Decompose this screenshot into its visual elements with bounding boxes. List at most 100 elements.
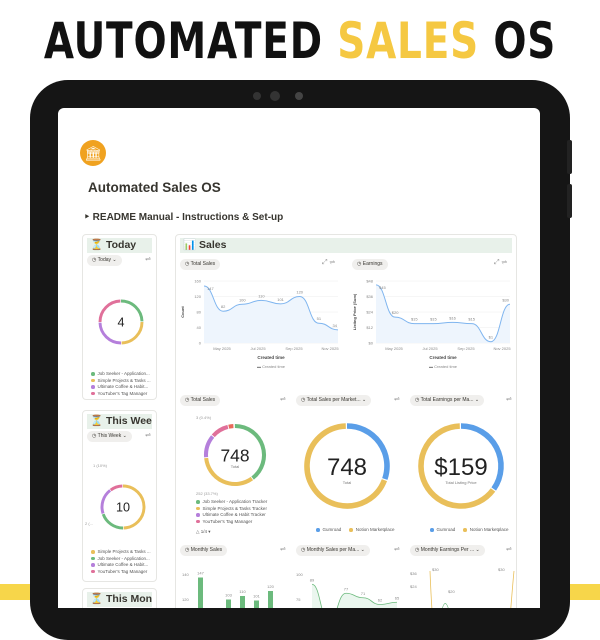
sales-per-market-view[interactable]: ◷ Total Sales per Market... ⌄ xyxy=(296,395,371,406)
series-line xyxy=(508,571,514,608)
this-week-header: ⏳ This Week xyxy=(87,414,152,429)
camera xyxy=(270,91,280,101)
total-sales-view[interactable]: ◷ Total Sales xyxy=(180,259,220,270)
data-label: 120 xyxy=(296,290,303,295)
donut-segment xyxy=(229,426,234,427)
data-label: 110 xyxy=(239,589,246,594)
data-label: 120 xyxy=(267,584,274,589)
area-fill xyxy=(204,286,338,343)
series-line xyxy=(430,571,438,608)
today-legend: Job Seeker - Application...Simple Projec… xyxy=(91,371,151,397)
this-week-filter[interactable]: ◷ This Week ⌄ xyxy=(87,431,132,442)
earnings-per-market-view[interactable]: ◷ Total Earnings per Ma... ⌄ xyxy=(410,395,484,406)
monthly-sales-view[interactable]: ◷ Monthly Sales xyxy=(180,545,227,556)
legend-item: Gumroad xyxy=(316,527,341,532)
data-label: $1 xyxy=(489,335,494,340)
monthly-earnings-chart: $24$36$30$20$30 xyxy=(408,561,516,608)
legend-item: Ultimate Coffee & Habit Tracker xyxy=(196,512,267,519)
x-tick-label: Sep 2025 xyxy=(285,346,303,351)
data-label: $20 xyxy=(392,310,399,315)
data-label: $30 xyxy=(498,567,505,572)
legend-more[interactable]: △ 1/4 ▾ xyxy=(196,529,211,536)
legend-item: Notion Marketplace xyxy=(349,527,394,532)
settings-icon[interactable]: ⇌ xyxy=(506,545,512,553)
y-tick-label: 120 xyxy=(194,294,201,299)
legend-item: YouTuber's Tag Manager xyxy=(91,391,151,398)
readme-toggle[interactable]: ‣ README Manual - Instructions & Set-up xyxy=(84,212,283,223)
settings-icon[interactable]: ⇌ xyxy=(394,395,400,403)
x-tick-label: May 2025 xyxy=(385,346,403,351)
donut-segment xyxy=(103,514,123,528)
settings-icon[interactable]: ⇌ xyxy=(394,545,400,553)
legend-item: Job Seeker - Application Tracker xyxy=(196,499,267,506)
data-label: 103 xyxy=(225,593,232,598)
headline: AUTOMATED SALES OS xyxy=(44,12,556,70)
data-label: 100 xyxy=(239,297,246,302)
data-label: 147 xyxy=(207,286,214,291)
settings-icon[interactable]: ⇌ xyxy=(280,545,286,553)
data-label: $15 xyxy=(468,317,475,322)
notion-page: 🏛 Automated Sales OS ‣ README Manual - I… xyxy=(58,108,540,608)
sensor xyxy=(295,92,303,100)
data-label: $15 xyxy=(430,317,437,322)
bar xyxy=(226,600,231,609)
bank-icon: 🏛 xyxy=(80,140,106,166)
page-title: Automated Sales OS xyxy=(88,180,221,195)
expand-icon[interactable]: ⤢ ⇌ xyxy=(494,259,507,267)
data-label: 82 xyxy=(221,304,226,309)
data-label: 77 xyxy=(344,586,349,591)
x-axis-title: Created time xyxy=(429,355,457,360)
total-sales-donut-view[interactable]: ◷ Total Sales xyxy=(180,395,220,406)
data-label: 34 xyxy=(333,323,338,328)
settings-icon[interactable]: ⇌ xyxy=(280,395,286,403)
monthly-sales-bar-chart: 12014014741103110101120 xyxy=(180,561,288,608)
donut-center-value: 4 xyxy=(117,316,124,330)
today-card: ⏳ Today ◷ Today ⌄ ⇌ 4 Job Seeker - Appli… xyxy=(82,234,157,400)
y-tick-label: $48 xyxy=(366,279,373,284)
bar xyxy=(198,578,203,609)
y-tick-label: $12 xyxy=(366,325,373,330)
x-tick-label: Nov 2025 xyxy=(321,346,339,351)
data-label: 147 xyxy=(197,571,204,576)
donut-center-label: Total xyxy=(343,480,352,485)
donut-segment xyxy=(122,322,142,343)
y-tick-label: $36 xyxy=(366,294,373,299)
monthly-earnings-view[interactable]: ◷ Monthly Earnings Per ... ⌄ xyxy=(410,545,485,556)
x-axis-title: Created time xyxy=(257,355,285,360)
legend-item: Ultimate Coffee & Habit... xyxy=(91,384,151,391)
monthly-sales-market-view[interactable]: ◷ Monthly Sales per Ma... ⌄ xyxy=(296,545,370,556)
settings-icon[interactable]: ⇌ xyxy=(145,431,151,439)
data-label: 101 xyxy=(277,297,284,302)
y-tick-label: 160 xyxy=(194,279,201,284)
donut-label: 1 (10%) xyxy=(93,463,107,468)
legend-item: YouTuber's Tag Manager xyxy=(196,519,267,526)
legend-item: YouTuber's Tag Manager xyxy=(91,569,151,576)
data-label: $15 xyxy=(411,317,418,322)
legend-item: ▬ Created time xyxy=(257,364,286,369)
donut-label: 252 (33.7%) xyxy=(196,491,218,496)
data-label: $45 xyxy=(379,285,386,290)
y-tick-label: $36 xyxy=(410,571,417,576)
bar xyxy=(240,596,245,608)
earnings-view[interactable]: ◷ Earnings xyxy=(352,259,388,270)
legend-item: Ultimate Coffee & Habit... xyxy=(91,562,151,569)
today-header: ⏳ Today xyxy=(87,238,152,253)
y-tick-label: 140 xyxy=(182,572,189,577)
settings-icon[interactable]: ⇌ xyxy=(145,255,151,263)
data-label: 89 xyxy=(310,577,315,582)
tablet-side-button xyxy=(567,140,572,174)
expand-icon[interactable]: ⤢ ⇌ xyxy=(322,259,335,267)
today-filter[interactable]: ◷ Today ⌄ xyxy=(87,255,122,266)
settings-icon[interactable]: ⇌ xyxy=(506,395,512,403)
data-label: 101 xyxy=(253,594,260,599)
tablet-side-button xyxy=(567,184,572,218)
donut-label: 3 (0.4%) xyxy=(196,415,211,420)
donut-segment xyxy=(102,490,110,513)
data-label: 110 xyxy=(258,293,265,298)
y-tick-label: 100 xyxy=(296,572,303,577)
